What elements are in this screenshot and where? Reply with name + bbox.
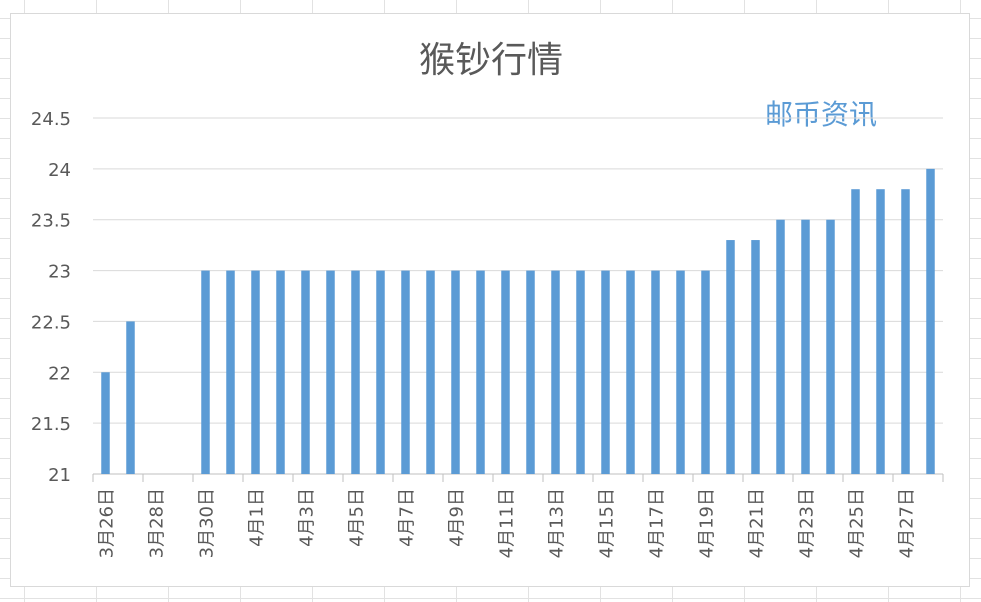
bar <box>676 270 685 474</box>
bar <box>351 270 360 474</box>
y-tick-label: 23.5 <box>31 211 71 232</box>
bar <box>426 270 435 474</box>
bar <box>226 270 235 474</box>
chart-frame[interactable]: 猴钞行情 邮币资讯 24.5 24 23.5 23 22.5 22 21.5 21 3月26日… <box>10 13 970 587</box>
x-tick-label: 3月26日 <box>97 488 118 558</box>
bar <box>651 270 660 474</box>
x-tick-label: 4月25日 <box>847 488 868 558</box>
y-tick-label: 22.5 <box>31 312 71 333</box>
bar <box>201 270 210 474</box>
x-tick-label: 4月15日 <box>597 488 618 558</box>
bar <box>376 270 385 474</box>
bar <box>926 168 935 474</box>
bar <box>826 219 835 474</box>
bar <box>276 270 285 474</box>
x-tick-label: 4月17日 <box>647 488 668 558</box>
y-tick-label: 24.5 <box>31 109 71 130</box>
y-axis: 24.5 24 23.5 23 22.5 22 21.5 21 <box>31 109 71 486</box>
y-tick-label: 22 <box>48 363 71 384</box>
x-tick-label: 4月3日 <box>297 488 318 547</box>
x-tick-label: 3月30日 <box>197 488 218 558</box>
bar <box>851 189 860 474</box>
x-tick-label: 4月11日 <box>497 488 518 558</box>
x-tick-label: 4月21日 <box>747 488 768 558</box>
x-tick-label: 3月28日 <box>147 488 168 558</box>
x-tick-label: 4月23日 <box>797 488 818 558</box>
x-tick-label: 4月1日 <box>247 488 268 547</box>
bar <box>551 270 560 474</box>
bars <box>101 168 935 474</box>
gridlines <box>93 117 943 475</box>
bar <box>576 270 585 474</box>
bar <box>501 270 510 474</box>
bar <box>126 321 135 474</box>
y-tick-label: 24 <box>48 160 71 181</box>
bar <box>251 270 260 474</box>
bar <box>701 270 710 474</box>
x-tick-label: 4月13日 <box>547 488 568 558</box>
bar <box>101 372 110 474</box>
bar-chart: 猴钞行情 邮币资讯 24.5 24 23.5 23 22.5 22 21.5 21 3月26日… <box>31 40 944 558</box>
bar <box>626 270 635 474</box>
y-tick-label: 21.5 <box>31 414 71 435</box>
x-tick-label: 4月7日 <box>397 488 418 547</box>
x-tick-label: 4月5日 <box>347 488 368 547</box>
bar <box>451 270 460 474</box>
bar <box>901 189 910 474</box>
bar <box>476 270 485 474</box>
bar <box>401 270 410 474</box>
bar <box>726 240 735 474</box>
bar <box>301 270 310 474</box>
x-axis: 3月26日 3月28日 3月30日 4月1日 4月3日 4月5日 4月7日 4月9日 4月11日… <box>92 474 944 558</box>
bar <box>326 270 335 474</box>
bar <box>751 240 760 474</box>
y-tick-label: 21 <box>48 465 71 486</box>
bar <box>876 189 885 474</box>
x-tick-label: 4月9日 <box>447 488 468 547</box>
chart-title: 猴钞行情 <box>419 40 563 81</box>
bar <box>601 270 610 474</box>
bar <box>526 270 535 474</box>
x-tick-label: 4月27日 <box>897 488 918 558</box>
watermark-text: 邮币资讯 <box>765 98 877 131</box>
bar <box>776 219 785 474</box>
x-tick-label: 4月19日 <box>697 488 718 558</box>
y-tick-label: 23 <box>48 262 71 283</box>
bar <box>801 219 810 474</box>
